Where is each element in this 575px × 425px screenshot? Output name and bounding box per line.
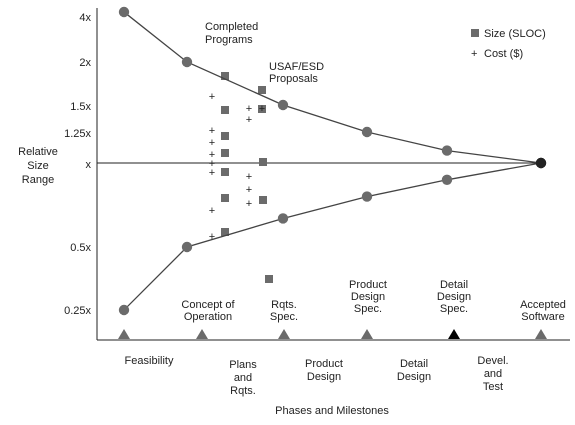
legend-size-marker [471, 29, 479, 37]
y-ticks: 4x 2x 1.5x 1.25x x 0.5x 0.25x [64, 12, 91, 317]
milestone-label: Rqts. Spec. [270, 299, 298, 323]
curve-points [118, 6, 547, 316]
milestone-labels: Concept of Operation Rqts. Spec. Product Desi… [181, 279, 566, 323]
y-tick-label: 0.5x [70, 242, 91, 254]
milestone-marker [448, 329, 460, 339]
size-points [221, 72, 273, 283]
size-point [221, 228, 229, 236]
curve-point [181, 56, 193, 68]
y-axis-label: Relative Size Range [18, 146, 58, 186]
cost-point: + [246, 103, 252, 115]
cost-point: + [209, 149, 215, 161]
phase-label: Plans and Rqts. [229, 359, 257, 397]
phase-label: Detail Design [397, 358, 431, 383]
upper-bound-curve [123, 11, 542, 164]
size-point [259, 158, 267, 166]
curve-point [118, 304, 130, 316]
size-point [221, 149, 229, 157]
milestone-label: Accepted Software [520, 299, 566, 323]
size-point [221, 168, 229, 176]
curve-point [181, 241, 193, 253]
milestone-label: Concept of Operation [181, 299, 235, 323]
milestone-marker [118, 329, 130, 339]
size-point [258, 86, 266, 94]
legend-size-label: Size (SLOC) [484, 28, 546, 40]
lower-bound-curve [123, 162, 542, 311]
milestone-label: Detail Design Spec. [437, 279, 471, 315]
cost-point: + [209, 158, 215, 170]
milestone-marker [361, 329, 373, 339]
y-tick-label: 0.25x [64, 305, 91, 317]
size-point [221, 72, 229, 80]
curve-point [277, 213, 289, 224]
cost-points: ++++++++++++++ [209, 91, 265, 243]
x-axis-label: Phases and Milestones [275, 405, 389, 417]
legend-cost-marker: + [471, 48, 477, 60]
milestone-markers [118, 329, 547, 339]
curve-point [441, 174, 453, 185]
phase-label: Product Design [305, 358, 343, 383]
y-tick-label: x [86, 159, 92, 171]
curve-point [361, 126, 373, 138]
phase-labels: Feasibility Plans and Rqts. Product Design Det… [125, 355, 509, 397]
cost-point: + [246, 198, 252, 210]
cost-point: + [209, 91, 215, 103]
cost-point: + [209, 137, 215, 149]
milestone-marker [535, 329, 547, 339]
y-tick-label: 4x [79, 12, 91, 24]
size-point [258, 105, 266, 113]
cost-point: + [209, 231, 215, 243]
curve-point [361, 191, 373, 202]
size-point [221, 106, 229, 114]
curve-point [535, 157, 547, 169]
cost-point: + [246, 184, 252, 196]
size-point [265, 275, 273, 283]
y-tick-label: 1.5x [70, 101, 91, 113]
size-point [259, 196, 267, 204]
y-tick-label: 1.25x [64, 128, 91, 140]
phase-label: Feasibility [125, 355, 174, 367]
cost-point: + [259, 103, 265, 115]
cost-point: + [246, 114, 252, 126]
size-point [221, 194, 229, 202]
legend-cost-label: Cost ($) [484, 48, 523, 60]
size-point [221, 132, 229, 140]
cost-point: + [209, 205, 215, 217]
annotation-usaf-proposals: USAF/ESD Proposals [269, 61, 324, 85]
curve-point [441, 145, 453, 156]
cost-point: + [209, 125, 215, 137]
legend: Size (SLOC) + Cost ($) [471, 28, 546, 60]
phase-label: Devel. and Test [477, 355, 508, 393]
y-tick-label: 2x [79, 57, 91, 69]
curve-point [277, 99, 289, 111]
annotation-completed-programs: Completed Programs [205, 21, 258, 46]
cost-point: + [246, 171, 252, 183]
curve-point [118, 6, 130, 18]
milestone-marker [196, 329, 208, 339]
milestone-marker [278, 329, 290, 339]
milestone-label: Product Design Spec. [349, 279, 387, 315]
cost-point: + [209, 167, 215, 179]
